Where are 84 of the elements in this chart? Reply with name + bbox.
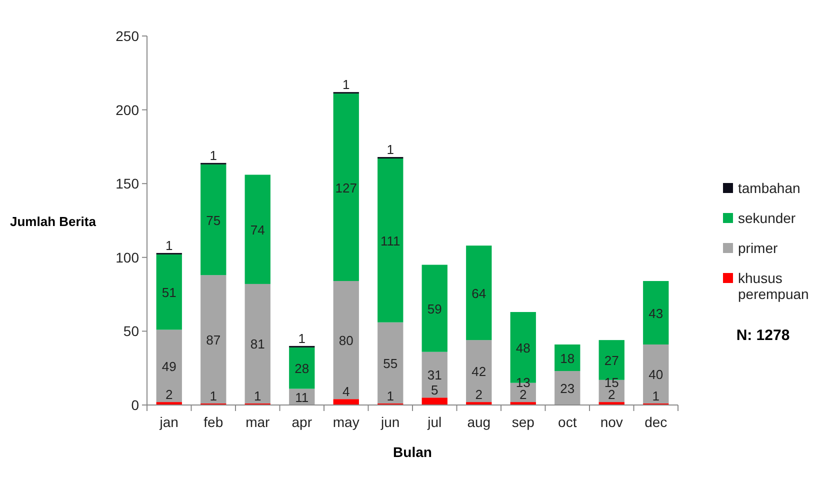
x-axis-title: Bulan xyxy=(393,444,432,460)
legend-label: sekunder xyxy=(738,210,796,226)
bar xyxy=(244,174,270,284)
x-tick-label: jan xyxy=(158,414,178,430)
legend-label: tambahan xyxy=(738,180,800,196)
data-label: 1 xyxy=(210,388,217,404)
bar xyxy=(200,275,226,404)
data-label: 11 xyxy=(295,390,309,405)
data-label: 1 xyxy=(298,330,306,346)
x-tick-label: apr xyxy=(292,414,312,430)
x-tick-label: jul xyxy=(426,414,442,430)
x-tick-label: aug xyxy=(467,414,491,430)
data-label: 1 xyxy=(342,77,350,92)
data-label: 28 xyxy=(294,361,310,376)
data-label: 81 xyxy=(250,336,265,352)
y-tick-label: 200 xyxy=(116,102,140,118)
data-label: 87 xyxy=(206,332,221,348)
data-label: 1 xyxy=(166,238,173,253)
x-tick-label: nov xyxy=(600,414,623,430)
bar xyxy=(466,340,492,402)
data-label: 27 xyxy=(604,352,619,368)
bar xyxy=(643,281,669,344)
bar xyxy=(378,322,404,404)
bar xyxy=(554,371,580,405)
data-label: 51 xyxy=(162,285,176,300)
bar xyxy=(466,246,492,340)
data-label: 1 xyxy=(386,388,394,404)
data-label: 2 xyxy=(166,387,173,402)
data-label: 5 xyxy=(431,382,438,398)
data-label: 48 xyxy=(516,340,530,356)
y-axis-title: Jumlah Berita xyxy=(10,214,97,229)
data-label: 1 xyxy=(254,388,262,404)
x-tick-label: dec xyxy=(644,414,668,430)
data-label: 75 xyxy=(206,212,221,228)
data-label: 1 xyxy=(210,148,217,163)
data-label: 74 xyxy=(250,222,265,238)
bar xyxy=(422,352,448,398)
bar xyxy=(422,264,448,352)
data-label: 80 xyxy=(338,333,354,348)
y-tick-label: 250 xyxy=(116,28,140,44)
data-label: 2 xyxy=(475,387,482,402)
data-label: 64 xyxy=(472,286,486,301)
y-tick-label: 50 xyxy=(123,323,140,340)
data-label: 43 xyxy=(648,306,664,321)
x-tick-label: oct xyxy=(558,414,577,430)
data-label: 42 xyxy=(472,364,486,380)
y-tick-label: 150 xyxy=(116,176,140,192)
bar xyxy=(156,330,182,402)
bar xyxy=(333,399,359,405)
bar xyxy=(244,284,270,404)
x-tick-label: may xyxy=(332,414,360,430)
legend-label: primer xyxy=(738,240,778,256)
data-label: 31 xyxy=(427,368,442,383)
data-label: 40 xyxy=(648,367,664,382)
bar xyxy=(333,281,359,400)
data-label: 2 xyxy=(520,387,527,402)
x-tick-label: mar xyxy=(246,414,270,430)
bar xyxy=(554,344,580,372)
bar xyxy=(422,398,448,405)
bar xyxy=(598,340,624,380)
data-label: 55 xyxy=(383,356,398,371)
y-tick-label: 100 xyxy=(116,249,140,266)
x-tick-label: jun xyxy=(380,414,400,430)
bar xyxy=(156,254,182,330)
y-tick-label: 0 xyxy=(131,397,140,413)
data-label: 23 xyxy=(560,381,575,396)
data-label: 59 xyxy=(427,301,442,316)
bar xyxy=(643,344,669,404)
bar xyxy=(378,158,404,322)
x-tick-label: sep xyxy=(512,414,535,430)
data-label: 4 xyxy=(342,384,350,400)
bar xyxy=(333,94,359,282)
data-label: 127 xyxy=(335,180,357,196)
bar xyxy=(289,347,315,389)
data-label: 49 xyxy=(162,358,176,374)
data-label: 1 xyxy=(652,388,660,404)
legend-label: khusus perempuan xyxy=(738,270,809,302)
bar xyxy=(200,164,226,276)
data-label: 2 xyxy=(608,387,616,402)
text: N: 1278 xyxy=(736,327,790,344)
x-tick-label: feb xyxy=(204,414,224,430)
data-label: 111 xyxy=(380,233,400,248)
data-label: 1 xyxy=(386,142,394,158)
data-label: 18 xyxy=(560,350,575,366)
